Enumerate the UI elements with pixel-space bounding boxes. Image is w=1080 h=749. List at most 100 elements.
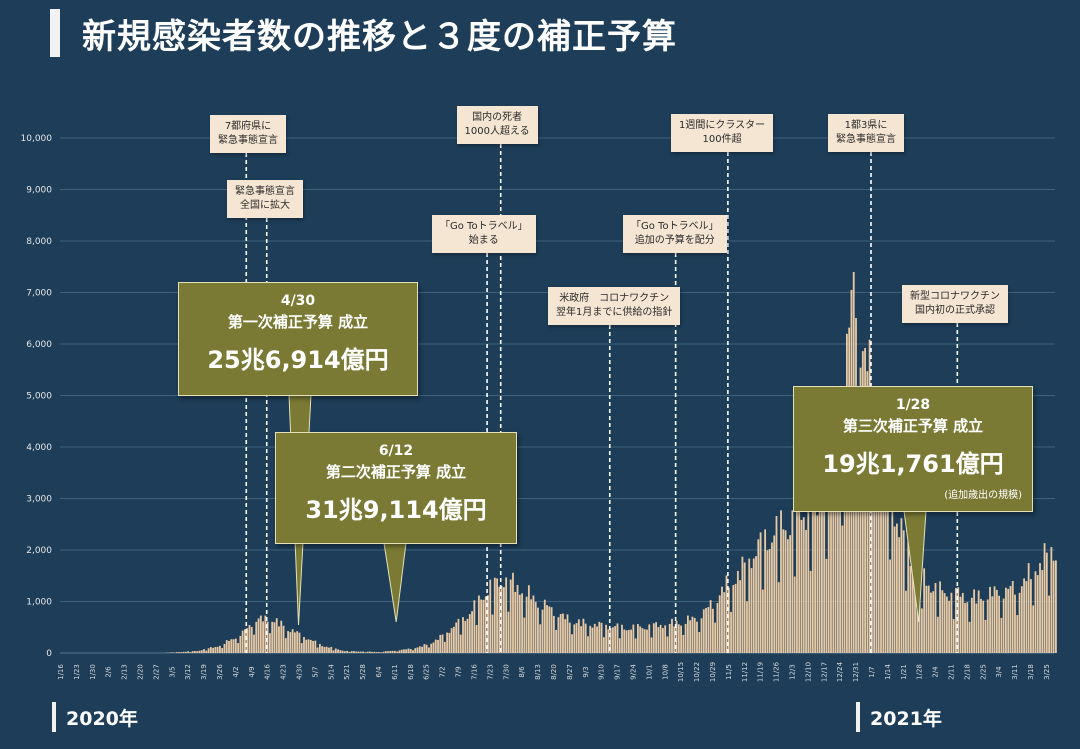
title-block: 新規感染者数の推移と３度の補正予算 bbox=[50, 4, 677, 62]
daily-case-bar bbox=[925, 585, 928, 653]
daily-case-bar bbox=[684, 623, 687, 653]
daily-case-bar bbox=[378, 652, 380, 653]
daily-case-bar bbox=[1045, 552, 1048, 653]
daily-case-bar bbox=[734, 583, 737, 653]
daily-case-bar bbox=[721, 586, 723, 653]
daily-case-bar bbox=[827, 489, 830, 653]
daily-case-bar bbox=[632, 624, 635, 653]
daily-case-bar bbox=[225, 640, 228, 653]
chart-title: 新規感染者数の推移と３度の補正予算 bbox=[82, 16, 677, 57]
event-note-goto-start: 「Go Toトラベル」 始まる bbox=[432, 215, 536, 253]
daily-case-bar bbox=[768, 548, 771, 653]
y-tick-label: 10,000 bbox=[21, 134, 53, 144]
daily-case-bar bbox=[512, 572, 514, 653]
daily-case-bar bbox=[923, 568, 926, 653]
x-tick-label: 10/1 bbox=[645, 664, 653, 680]
event-note-emergency-7-prefectures: 7都府県に 緊急事態宣言 bbox=[210, 115, 286, 153]
daily-case-bar bbox=[432, 642, 435, 653]
x-tick-label: 11/5 bbox=[725, 664, 733, 680]
x-tick-label: 2/20 bbox=[137, 664, 145, 680]
daily-case-bar bbox=[905, 590, 907, 653]
daily-case-bar bbox=[559, 613, 562, 653]
x-tick-label: 10/29 bbox=[709, 662, 717, 682]
daily-case-bar bbox=[257, 618, 260, 653]
daily-case-bar bbox=[189, 652, 192, 653]
daily-case-bar bbox=[1011, 581, 1014, 653]
x-tick-label: 2/4 bbox=[932, 666, 940, 678]
callout-date: 1/28 bbox=[895, 397, 931, 413]
x-tick-label: 5/7 bbox=[311, 666, 319, 677]
daily-case-bar bbox=[303, 636, 305, 653]
daily-case-bar bbox=[502, 587, 505, 653]
daily-case-bar bbox=[253, 634, 255, 653]
daily-case-bar bbox=[389, 650, 392, 653]
daily-case-bar bbox=[1007, 588, 1010, 653]
daily-case-bar bbox=[939, 581, 941, 653]
daily-case-bar bbox=[796, 501, 798, 653]
daily-case-bar bbox=[584, 623, 587, 653]
daily-case-bar bbox=[991, 596, 994, 653]
daily-case-bar bbox=[798, 506, 801, 653]
callout-amount: 19兆1,761億円 bbox=[822, 450, 1004, 478]
y-tick-label: 5,000 bbox=[26, 392, 52, 402]
daily-case-bar bbox=[339, 650, 342, 653]
daily-case-bar bbox=[293, 632, 296, 653]
daily-case-bar bbox=[689, 620, 692, 653]
daily-case-bar bbox=[455, 622, 458, 653]
daily-case-bar bbox=[589, 625, 592, 653]
daily-case-bar bbox=[437, 639, 439, 653]
daily-case-bar bbox=[575, 623, 578, 653]
daily-case-bar bbox=[423, 644, 426, 653]
daily-case-bar bbox=[696, 621, 698, 653]
daily-case-bar bbox=[805, 529, 807, 653]
daily-case-bar bbox=[691, 616, 694, 653]
daily-case-bar bbox=[473, 600, 476, 653]
daily-case-bar bbox=[732, 585, 735, 653]
daily-case-bar bbox=[507, 611, 510, 653]
y-tick-label: 9,000 bbox=[26, 186, 52, 196]
daily-case-bar bbox=[239, 635, 242, 653]
x-tick-label: 2/25 bbox=[979, 664, 987, 680]
daily-case-bar bbox=[966, 602, 969, 653]
y-tick-label: 2,000 bbox=[26, 546, 52, 556]
daily-case-bar bbox=[577, 619, 580, 653]
event-note-deaths-1000: 国内の死者 1000人超える bbox=[456, 106, 538, 144]
callout-note: (追加歳出の規模) bbox=[944, 490, 1022, 501]
daily-case-bar bbox=[259, 615, 262, 653]
daily-case-bar bbox=[527, 585, 530, 653]
x-tick-label: 1/30 bbox=[89, 664, 97, 680]
daily-case-bar bbox=[219, 645, 221, 653]
daily-case-bar bbox=[877, 447, 880, 653]
x-tick-label: 7/23 bbox=[486, 664, 494, 680]
daily-case-bar bbox=[873, 511, 876, 653]
x-tick-label: 11/12 bbox=[741, 662, 749, 682]
x-tick-label: 12/24 bbox=[836, 661, 844, 682]
daily-case-bar bbox=[484, 596, 487, 653]
daily-case-bar bbox=[998, 595, 1001, 653]
daily-case-bar bbox=[373, 651, 376, 653]
x-tick-label: 1/16 bbox=[57, 664, 65, 680]
daily-case-bar bbox=[332, 650, 335, 653]
daily-case-bar bbox=[793, 576, 796, 653]
callout-third-budget: 1/28 第三次補正予算 成立 19兆1,761億円 (追加歳出の規模) bbox=[793, 386, 1033, 512]
daily-case-bar bbox=[709, 600, 712, 653]
daily-case-bar bbox=[764, 529, 767, 653]
daily-case-bar bbox=[318, 643, 321, 653]
daily-case-bar bbox=[232, 639, 235, 653]
x-tick-label: 9/3 bbox=[582, 666, 590, 677]
daily-case-bar bbox=[884, 437, 887, 653]
daily-case-bar bbox=[639, 626, 642, 653]
daily-case-bar bbox=[980, 598, 982, 653]
daily-case-bar bbox=[989, 586, 991, 653]
x-tick-label: 2/27 bbox=[152, 664, 160, 680]
daily-case-bar bbox=[439, 634, 442, 653]
daily-case-bar bbox=[280, 620, 283, 653]
daily-case-bar bbox=[909, 566, 912, 653]
daily-case-bar bbox=[1018, 592, 1021, 653]
daily-case-bar bbox=[446, 632, 449, 653]
callout-name: 第二次補正予算 成立 bbox=[325, 463, 467, 481]
daily-case-bar bbox=[609, 628, 612, 653]
event-note-us-vaccine: 米政府 コロナワクチン 翌年1月までに供給の指針 bbox=[548, 287, 681, 325]
daily-case-bar bbox=[587, 636, 589, 653]
